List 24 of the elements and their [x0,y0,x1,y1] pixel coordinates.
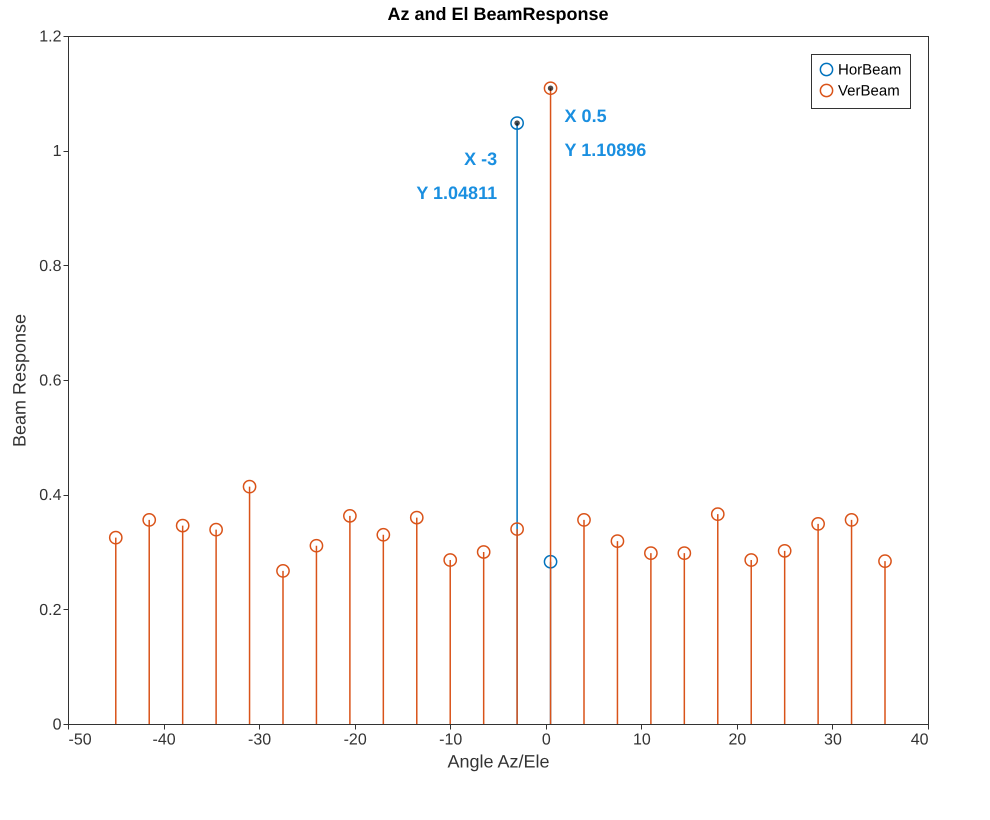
y-tick-label: 0.4 [39,487,62,504]
legend-label: VerBeam [838,82,900,100]
y-tick-label: 0.8 [39,258,62,275]
x-tick-label: -30 [248,732,272,748]
y-tick-label: 1 [52,143,62,160]
x-tick-label: 40 [910,732,929,748]
x-tick-label: 30 [824,732,842,748]
y-axis-title: Beam Response [9,314,30,448]
x-tick-label: 20 [728,732,746,748]
annotation: X 0.5 Y 1.10896 [564,106,646,160]
x-tick-label: -40 [152,732,176,748]
y-tick-label: 0.6 [39,372,62,390]
y-tick-label: 1.2 [39,28,62,46]
y-tick-label: 0.2 [39,602,62,619]
x-tick-label: -50 [68,732,92,748]
x-tick-label: -20 [344,732,367,748]
annotation: X -3 Y 1.04811 [416,149,498,204]
x-tick-label: 10 [632,732,651,748]
chart-title: Az and El BeamResponse [387,4,609,24]
y-tick-label: 0 [52,716,62,734]
x-tick-label: 0 [542,732,551,748]
x-axis-title: Angle Az/Ele [447,752,550,772]
x-tick-label: -10 [439,732,462,748]
legend-label: HorBeam [838,62,902,78]
